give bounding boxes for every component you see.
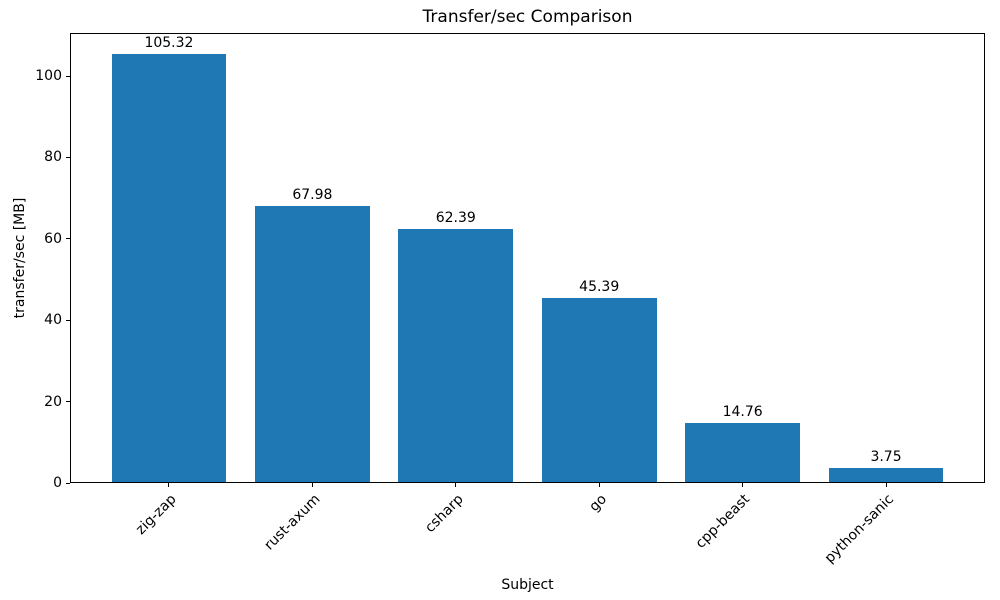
x-tick-mark [598,483,600,487]
chart-title: Transfer/sec Comparison [422,7,633,27]
y-tick-label: 20 [44,393,62,410]
bar-value-label: 3.75 [870,448,902,465]
plot-frame [70,33,985,483]
bar-value-label: 45.39 [579,279,620,296]
x-tick-mark [311,483,313,487]
x-tick-mark [885,483,887,487]
y-tick-label: 80 [44,149,62,166]
bar-zig-zap [111,54,227,482]
y-tick-label: 60 [44,230,62,247]
x-tick-mark [742,483,744,487]
y-tick-label: 40 [44,312,62,329]
y-tick-mark [66,156,70,158]
y-tick-mark [66,401,70,403]
x-tick-label: python-sanic [821,491,897,567]
y-tick-label: 100 [35,68,62,85]
bar-value-label: 62.39 [435,210,476,227]
y-tick-mark [66,75,70,77]
bar-go [541,298,657,482]
x-tick-label: cpp-beast [692,491,754,552]
y-tick-mark [66,238,70,240]
bar-value-label: 14.76 [722,403,763,420]
y-tick-mark [66,319,70,321]
x-tick-label: rust-axum [260,491,323,554]
y-axis-label: transfer/sec [MB] [12,197,28,319]
x-axis-label: Subject [501,577,554,593]
x-tick-label: zig-zap [132,491,180,538]
x-tick-label: csharp [421,491,467,536]
bar-python-sanic [828,467,944,482]
bar-cpp-beast [685,422,800,482]
bar-rust-axum [255,206,370,482]
bar-value-label: 67.98 [292,187,333,204]
y-tick-label: 0 [53,475,62,491]
bar-csharp [398,229,514,482]
x-tick-mark [455,483,457,487]
x-tick-label: go [586,491,610,515]
bar-value-label: 105.32 [144,35,194,52]
x-tick-mark [168,483,170,487]
y-tick-mark [66,482,70,484]
